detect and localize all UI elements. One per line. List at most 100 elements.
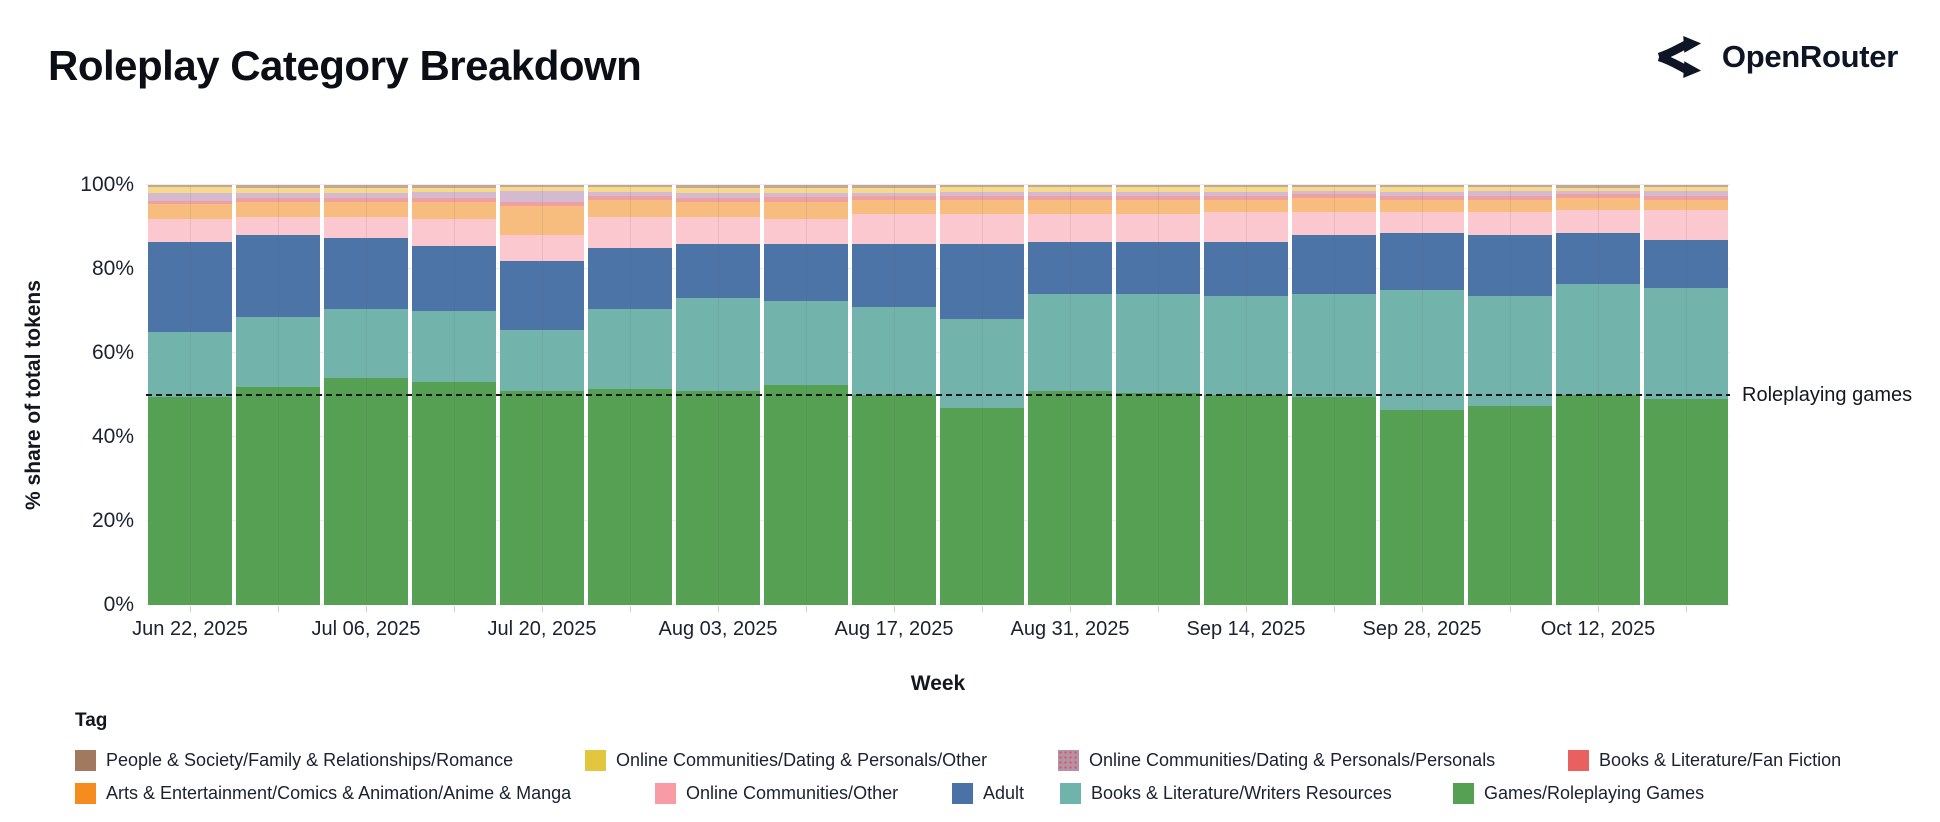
bar-segment[interactable] (1556, 283, 1640, 395)
bar-segment[interactable] (1204, 199, 1288, 213)
bar-segment[interactable] (1468, 187, 1552, 192)
legend-item[interactable]: Arts & Entertainment/Comics & Animation/… (75, 783, 571, 804)
bar-segment[interactable] (1292, 198, 1376, 213)
bar-segment[interactable] (1380, 199, 1464, 213)
bar-segment[interactable] (1644, 239, 1728, 288)
bar-segment[interactable] (676, 185, 760, 188)
bar-segment[interactable] (148, 193, 232, 201)
bar-segment[interactable] (1644, 195, 1728, 200)
bar-segment[interactable] (1556, 194, 1640, 199)
bar-segment[interactable] (324, 378, 408, 605)
bar-Sep 21, 2025[interactable] (1292, 185, 1376, 605)
bar-Oct 05, 2025[interactable] (1468, 185, 1552, 605)
bar-segment[interactable] (1556, 210, 1640, 234)
bar-segment[interactable] (1116, 192, 1200, 196)
bar-segment[interactable] (324, 308, 408, 379)
bar-segment[interactable] (1468, 212, 1552, 236)
bar-segment[interactable] (764, 243, 848, 301)
bar-segment[interactable] (1204, 195, 1288, 200)
bar-segment[interactable] (1204, 192, 1288, 196)
bar-segment[interactable] (764, 187, 848, 193)
bar-segment[interactable] (764, 192, 848, 197)
bar-segment[interactable] (588, 308, 672, 389)
bar-segment[interactable] (588, 199, 672, 217)
bar-segment[interactable] (1380, 290, 1464, 410)
bar-segment[interactable] (1292, 397, 1376, 605)
bar-segment[interactable] (588, 185, 672, 188)
legend-item[interactable]: Online Communities/Other (655, 783, 898, 804)
bar-segment[interactable] (1292, 235, 1376, 295)
bar-segment[interactable] (676, 187, 760, 194)
bar-segment[interactable] (676, 201, 760, 217)
bar-segment[interactable] (1028, 192, 1112, 196)
bar-segment[interactable] (1204, 212, 1288, 242)
bar-segment[interactable] (940, 195, 1024, 200)
legend-item[interactable]: Online Communities/Dating & Personals/Pe… (1058, 750, 1495, 771)
bar-segment[interactable] (236, 216, 320, 236)
bar-segment[interactable] (676, 298, 760, 391)
bar-segment[interactable] (940, 243, 1024, 320)
bar-segment[interactable] (764, 185, 848, 188)
bar-segment[interactable] (1292, 194, 1376, 199)
bar-segment[interactable] (324, 201, 408, 217)
bar-segment[interactable] (148, 203, 232, 219)
bar-segment[interactable] (1116, 214, 1200, 242)
bar-segment[interactable] (764, 300, 848, 385)
bar-segment[interactable] (1028, 294, 1112, 391)
bar-segment[interactable] (324, 197, 408, 202)
bar-segment[interactable] (1644, 191, 1728, 196)
legend-item[interactable]: Books & Literature/Fan Fiction (1568, 750, 1841, 771)
bar-segment[interactable] (1028, 187, 1112, 193)
bar-segment[interactable] (852, 199, 936, 215)
bar-segment[interactable] (1028, 195, 1112, 200)
bar-segment[interactable] (940, 199, 1024, 215)
bar-segment[interactable] (764, 196, 848, 202)
bar-segment[interactable] (764, 201, 848, 219)
bar-segment[interactable] (764, 384, 848, 605)
bar-Jul 06, 2025[interactable] (324, 185, 408, 605)
bar-segment[interactable] (1468, 191, 1552, 196)
bar-Jul 27, 2025[interactable] (588, 185, 672, 605)
bar-segment[interactable] (1204, 296, 1288, 395)
bar-segment[interactable] (412, 197, 496, 202)
bar-Jul 20, 2025[interactable] (500, 185, 584, 605)
bar-segment[interactable] (500, 191, 584, 202)
bar-segment[interactable] (1380, 233, 1464, 290)
legend-item[interactable]: People & Society/Family & Relationships/… (75, 750, 513, 771)
bar-segment[interactable] (500, 185, 584, 188)
bar-segment[interactable] (236, 317, 320, 387)
bar-segment[interactable] (1644, 187, 1728, 192)
bar-segment[interactable] (412, 187, 496, 193)
bar-segment[interactable] (1556, 185, 1640, 188)
bar-segment[interactable] (148, 332, 232, 398)
legend-item[interactable]: Books & Literature/Writers Resources (1060, 783, 1392, 804)
bar-Jun 22, 2025[interactable] (148, 185, 232, 605)
bar-segment[interactable] (1116, 195, 1200, 200)
bar-segment[interactable] (148, 185, 232, 188)
bar-segment[interactable] (324, 216, 408, 238)
bar-segment[interactable] (1116, 294, 1200, 393)
bar-Aug 10, 2025[interactable] (764, 185, 848, 605)
bar-segment[interactable] (852, 196, 936, 200)
bar-segment[interactable] (236, 386, 320, 605)
bar-segment[interactable] (1116, 199, 1200, 215)
bar-segment[interactable] (1468, 235, 1552, 297)
bar-segment[interactable] (940, 214, 1024, 244)
bar-segment[interactable] (500, 390, 584, 605)
bar-segment[interactable] (1116, 392, 1200, 605)
bar-segment[interactable] (940, 319, 1024, 408)
bar-segment[interactable] (324, 237, 408, 309)
bar-segment[interactable] (1292, 187, 1376, 192)
bar-segment[interactable] (1468, 296, 1552, 406)
bar-segment[interactable] (1380, 192, 1464, 196)
bar-segment[interactable] (852, 187, 936, 193)
bar-segment[interactable] (676, 193, 760, 198)
bar-segment[interactable] (412, 218, 496, 246)
bar-segment[interactable] (1468, 185, 1552, 188)
bar-segment[interactable] (764, 218, 848, 244)
bar-segment[interactable] (236, 193, 320, 198)
bar-segment[interactable] (852, 192, 936, 197)
bar-Aug 24, 2025[interactable] (940, 185, 1024, 605)
bar-segment[interactable] (412, 185, 496, 188)
bar-Sep 07, 2025[interactable] (1116, 185, 1200, 605)
